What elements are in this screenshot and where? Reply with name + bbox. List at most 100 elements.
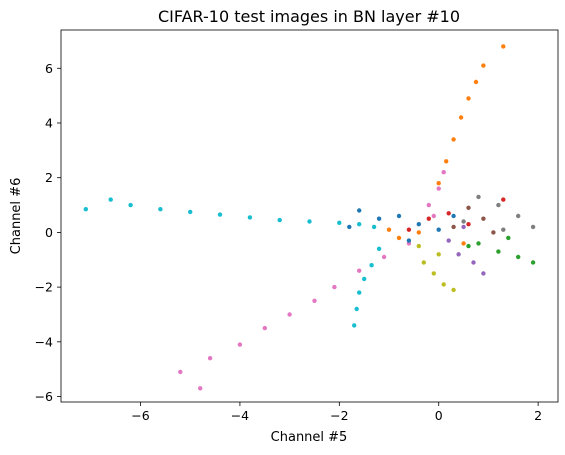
x-tick-label: 2 [534, 408, 542, 423]
x-tick-label: −4 [231, 408, 249, 423]
scatter-point [83, 207, 89, 212]
scatter-point [426, 216, 431, 221]
x-tick-label: 0 [435, 408, 443, 423]
scatter-point [501, 44, 506, 49]
scatter-point [416, 222, 421, 227]
scatter-points [83, 44, 536, 391]
scatter-point [406, 227, 412, 232]
scatter-point [277, 217, 282, 223]
scatter-point [406, 238, 412, 243]
scatter-point [506, 235, 511, 241]
scatter-point [396, 235, 402, 241]
y-axis-ticks: −6 −4 −2 0 2 4 6 [35, 61, 61, 404]
scatter-point [476, 241, 481, 246]
scatter-point [496, 249, 501, 254]
scatter-point [441, 282, 446, 287]
scatter-point [481, 63, 486, 68]
scatter-point [198, 386, 203, 391]
scatter-point [386, 227, 392, 232]
scatter-point [357, 268, 362, 273]
scatter-point [444, 159, 449, 164]
scatter-point [217, 212, 223, 217]
scatter-point [473, 79, 479, 85]
scatter-point [347, 224, 352, 230]
scatter-point [461, 219, 466, 224]
scatter-point [262, 325, 267, 331]
y-tick-label: −6 [35, 389, 53, 404]
x-tick-label: −6 [131, 408, 149, 423]
scatter-point [352, 323, 357, 328]
scatter-point [178, 369, 183, 375]
scatter-point [458, 115, 464, 120]
scatter-point [287, 312, 292, 317]
x-axis-label: Channel #5 [271, 430, 348, 445]
x-tick-label: −2 [330, 408, 348, 423]
y-tick-label: −2 [35, 280, 53, 295]
scatter-point [376, 216, 382, 221]
x-axis-ticks: −6 −4 −2 0 2 [131, 402, 542, 423]
scatter-point [332, 284, 337, 290]
scatter-point [461, 241, 466, 246]
scatter-point [128, 202, 133, 208]
scatter-point [416, 230, 421, 235]
scatter-point [530, 260, 536, 265]
scatter-point [501, 197, 506, 202]
scatter-point [481, 216, 486, 221]
scatter-point [496, 202, 501, 208]
scatter-point [446, 211, 451, 216]
scatter-point [476, 194, 481, 200]
scatter-point [312, 298, 317, 303]
scatter-point [416, 243, 421, 249]
scatter-point [357, 290, 362, 295]
scatter-point [237, 342, 243, 347]
scatter-point [516, 213, 521, 219]
y-tick-label: 0 [45, 225, 53, 240]
y-tick-label: 6 [45, 61, 53, 76]
scatter-point [421, 260, 426, 265]
scatter-point [451, 287, 456, 293]
chart-title: CIFAR-10 test images in BN layer #10 [158, 7, 460, 26]
scatter-point [466, 222, 471, 227]
scatter-point [362, 276, 367, 282]
scatter-point [471, 260, 476, 265]
scatter-point [354, 306, 359, 312]
scatter-point [431, 271, 436, 276]
y-tick-label: 4 [45, 116, 53, 131]
scatter-point [371, 224, 377, 230]
plot-area-frame [60, 29, 559, 403]
scatter-point [451, 213, 456, 219]
scatter-point [431, 213, 436, 219]
scatter-point [307, 219, 312, 224]
scatter-point [491, 230, 496, 235]
scatter-point [530, 224, 536, 230]
scatter-point [207, 356, 213, 361]
scatter-point [108, 197, 113, 202]
scatter-point [369, 263, 374, 268]
scatter-point [381, 254, 387, 260]
y-tick-label: −4 [35, 334, 53, 349]
y-axis-label: Channel #6 [9, 178, 24, 255]
scatter-point [436, 227, 441, 232]
scatter-point [247, 215, 253, 220]
scatter-point [376, 246, 382, 251]
scatter-point [481, 271, 486, 276]
scatter-point [158, 207, 163, 212]
scatter-point [441, 170, 446, 175]
scatter-point [451, 137, 456, 142]
scatter-point [396, 213, 402, 219]
scatter-point [501, 227, 506, 232]
scatter-point [446, 238, 451, 243]
scatter-point [426, 202, 431, 208]
scatter-point [357, 208, 362, 213]
scatter-point [188, 209, 193, 215]
scatter-point [466, 96, 471, 101]
y-tick-label: 2 [45, 170, 53, 185]
scatter-point [436, 252, 441, 257]
scatter-point [436, 186, 441, 191]
scatter-point [466, 243, 471, 249]
scatter-point [436, 181, 441, 186]
scatter-point [451, 224, 456, 230]
scatter-point [461, 224, 466, 230]
scatter-point [357, 222, 362, 227]
